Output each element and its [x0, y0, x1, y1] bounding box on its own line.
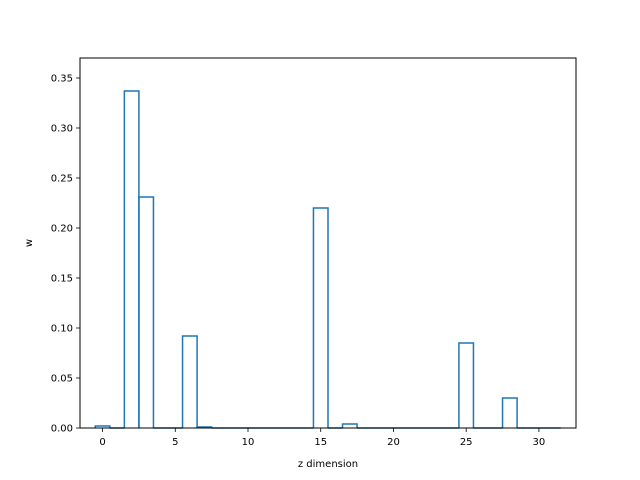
y-tick-label: 0.10 [51, 324, 73, 335]
x-tick-label: 25 [460, 437, 473, 448]
bar [138, 196, 155, 428]
x-tick-label: 5 [172, 437, 178, 448]
x-tick-label: 15 [314, 437, 327, 448]
x-axis-label: z dimension [298, 459, 358, 470]
bar [341, 423, 358, 428]
x-tick-label: 10 [242, 437, 255, 448]
bar [94, 425, 111, 428]
y-axis: 0.00 0.05 0.10 0.15 0.20 0.25 0.30 0.35 [51, 74, 80, 435]
y-tick-label: 0.15 [51, 274, 73, 285]
x-tick-label: 0 [99, 437, 105, 448]
y-tick-label: 0.00 [51, 424, 73, 435]
bar [458, 342, 475, 428]
y-tick-label: 0.20 [51, 224, 73, 235]
x-tick-label: 30 [533, 437, 546, 448]
y-tick-label: 0.30 [51, 124, 73, 135]
x-tick-label: 20 [387, 437, 400, 448]
axes-frame [79, 57, 577, 429]
bar [312, 207, 329, 428]
y-tick-label: 0.05 [51, 374, 73, 385]
bar [181, 335, 198, 428]
y-tick-label: 0.25 [51, 174, 73, 185]
y-axis-label: w [24, 239, 35, 247]
x-axis: 0 5 10 15 20 25 30 [99, 428, 545, 448]
y-tick-label: 0.35 [51, 74, 73, 85]
bar [501, 397, 518, 428]
